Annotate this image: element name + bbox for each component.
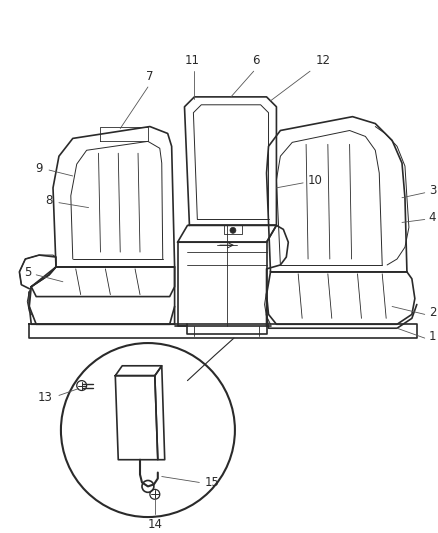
Text: 7: 7 [146, 70, 154, 83]
Text: 5: 5 [24, 266, 31, 279]
Text: 11: 11 [185, 54, 200, 67]
Text: 10: 10 [308, 174, 323, 188]
Text: 14: 14 [147, 518, 162, 531]
Text: 1: 1 [429, 329, 436, 343]
Text: 8: 8 [46, 194, 53, 207]
Text: 6: 6 [252, 54, 259, 67]
Text: 12: 12 [316, 54, 331, 67]
Text: 2: 2 [429, 306, 436, 319]
Text: 3: 3 [429, 184, 436, 197]
Text: 13: 13 [38, 391, 53, 404]
Text: 4: 4 [429, 211, 436, 224]
Circle shape [230, 228, 236, 233]
Text: 15: 15 [204, 476, 219, 489]
Text: 9: 9 [35, 161, 43, 175]
